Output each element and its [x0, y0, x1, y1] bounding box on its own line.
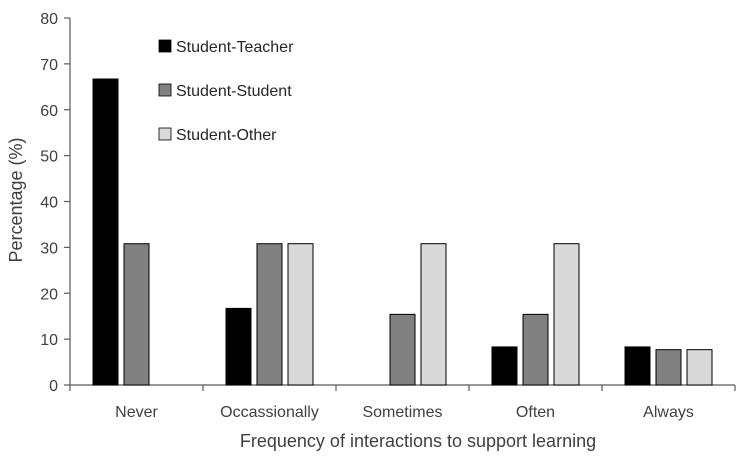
bar-student-student-occassionally: [256, 243, 283, 386]
legend-label: Student-Student: [176, 83, 292, 100]
bar-student-student-never: [123, 243, 150, 386]
bar-student-teacher-occassionally: [225, 307, 252, 386]
y-tick-label: 60: [40, 103, 58, 120]
y-tick-label: 30: [40, 240, 58, 257]
y-tick-label: 80: [40, 11, 58, 28]
x-category-label: Always: [643, 404, 694, 421]
x-axis-title: Frequency of interactions to support lea…: [240, 431, 596, 451]
bar-student-other-sometimes: [420, 243, 447, 386]
bar-student-student-always: [655, 349, 682, 386]
legend-swatch: [158, 83, 172, 97]
legend-swatch: [158, 127, 172, 141]
legend-swatch: [158, 39, 172, 53]
y-axis: 0 10 20 30 40 50 60 70 80: [40, 11, 71, 395]
legend-label: Student-Teacher: [176, 39, 294, 56]
bar-student-teacher-always: [624, 346, 651, 386]
bar-student-student-sometimes: [389, 313, 416, 386]
bars-group: [92, 78, 713, 386]
bar-student-other-always: [686, 349, 713, 386]
x-category-label: Never: [115, 404, 158, 421]
y-tick-label: 50: [40, 149, 58, 166]
legend-label: Student-Other: [176, 127, 277, 144]
bar-student-teacher-never: [92, 78, 119, 386]
x-category-label: Occassionally: [220, 404, 319, 421]
bar-student-other-often: [553, 243, 580, 386]
y-tick-label: 0: [49, 378, 58, 395]
legend: Student-Teacher Student-Student Student-Ot…: [158, 39, 294, 144]
bar-student-other-occassionally: [287, 243, 314, 386]
bar-student-teacher-often: [491, 346, 518, 386]
y-tick-label: 20: [40, 286, 58, 303]
y-tick-label: 70: [40, 57, 58, 74]
y-tick-label: 40: [40, 195, 58, 212]
x-category-label: Often: [516, 404, 555, 421]
y-tick-label: 10: [40, 332, 58, 349]
bar-student-student-often: [522, 313, 549, 386]
y-axis-title: Percentage (%): [6, 137, 26, 262]
x-category-label: Sometimes: [362, 404, 442, 421]
x-axis: Never Occassionally Sometimes Often Always: [69, 384, 736, 421]
